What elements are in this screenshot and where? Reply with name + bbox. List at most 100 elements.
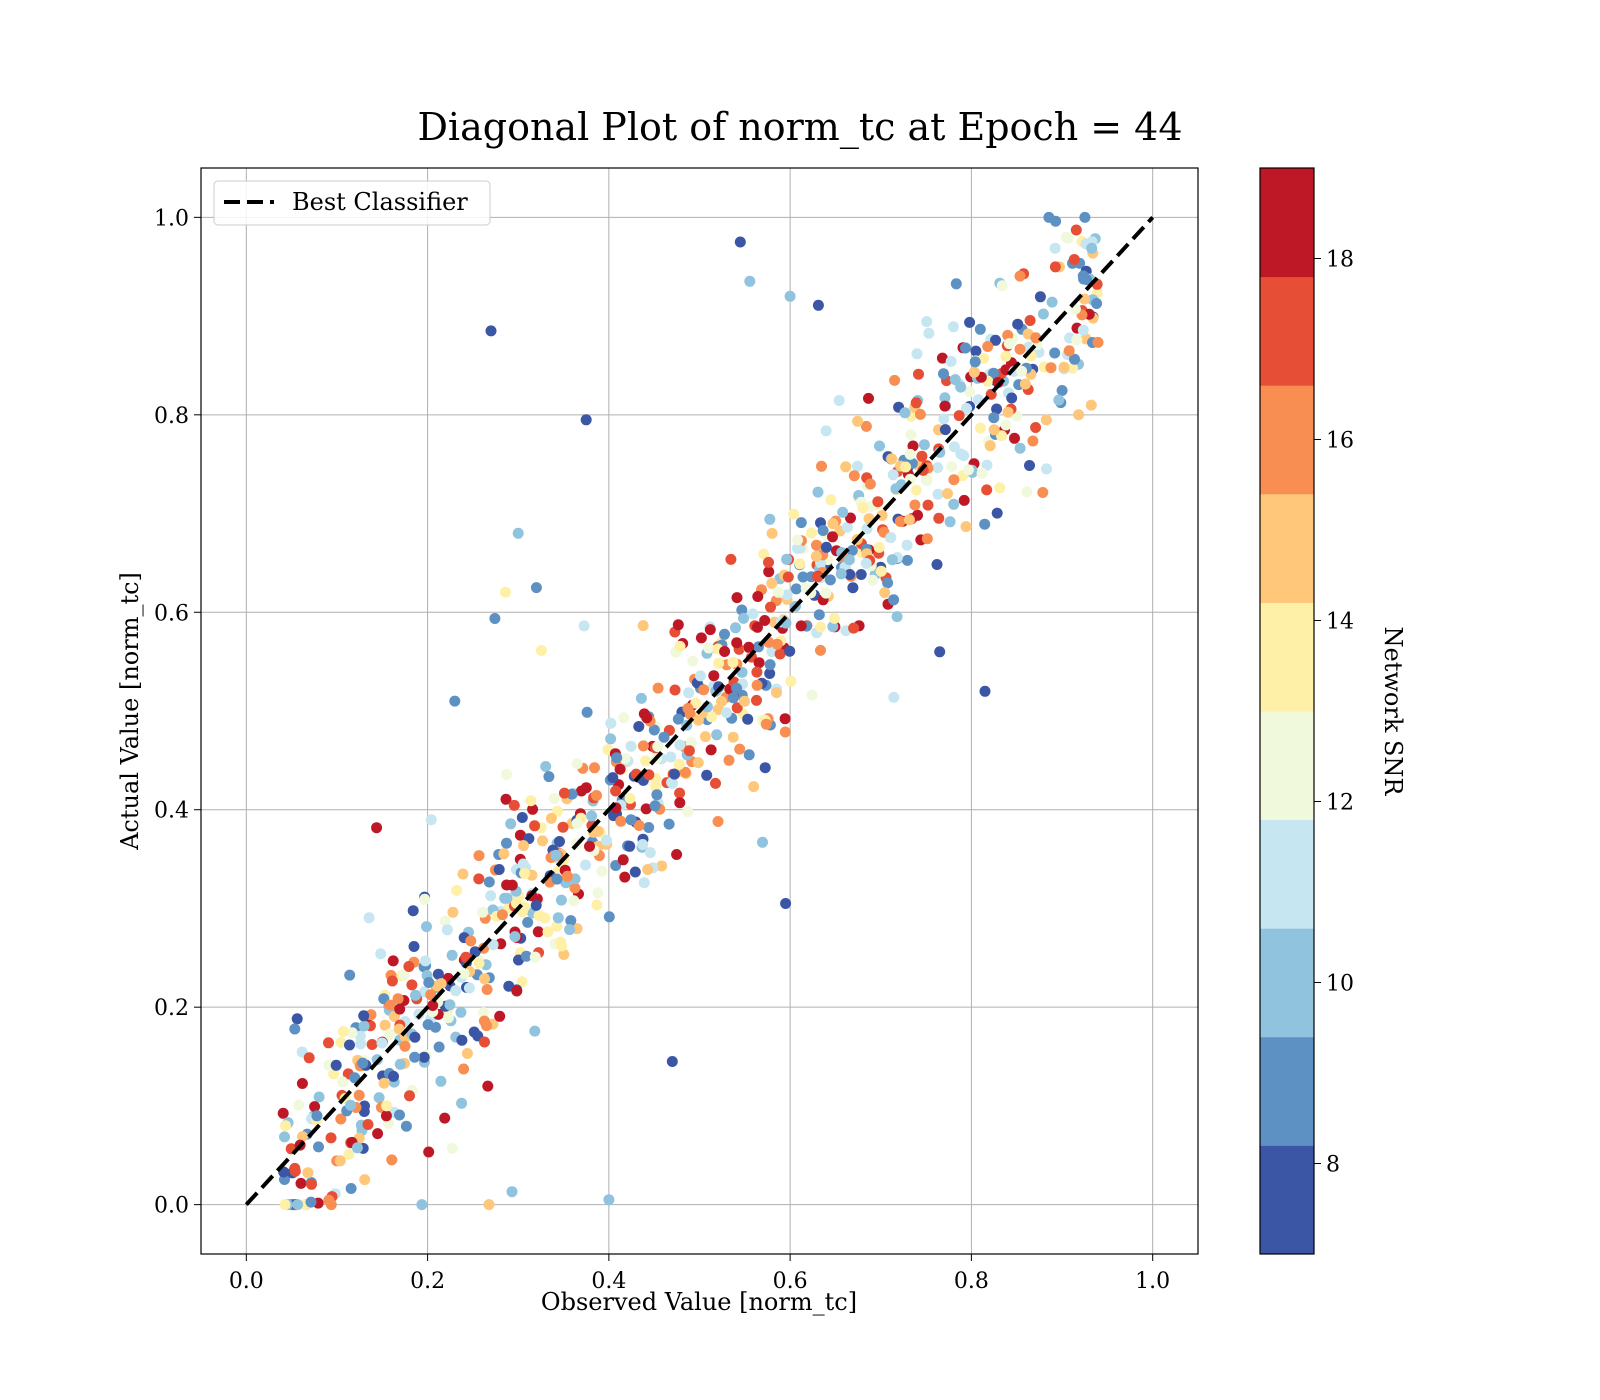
scatter-point	[939, 400, 951, 412]
y-tick-label: 0.8	[154, 404, 189, 429]
scatter-point	[1014, 343, 1026, 355]
scatter-point	[442, 1012, 454, 1024]
scatter-point	[353, 1089, 365, 1101]
scatter-point	[379, 1019, 391, 1031]
scatter-points	[277, 211, 1104, 1211]
scatter-point	[827, 518, 839, 530]
scatter-point	[487, 939, 499, 951]
scatter-point	[404, 1090, 415, 1102]
y-tick-label: 0.6	[154, 601, 189, 626]
scatter-point	[829, 612, 840, 624]
scatter-point	[938, 413, 950, 425]
scatter-point	[711, 729, 723, 741]
scatter-point	[864, 478, 876, 490]
scatter-point	[584, 840, 595, 852]
scatter-point	[446, 949, 458, 961]
scatter-point	[444, 999, 456, 1011]
scatter-point	[844, 569, 856, 580]
scatter-point	[498, 848, 510, 860]
scatter-point	[435, 1075, 447, 1087]
scatter-point	[827, 621, 839, 633]
scatter-point	[938, 368, 949, 380]
scatter-point	[400, 1120, 412, 1132]
scatter-point	[719, 628, 730, 640]
scatter-point	[514, 829, 526, 841]
scatter-point	[974, 422, 986, 434]
scatter-point	[406, 979, 418, 991]
scatter-point	[860, 420, 872, 432]
scatter-point	[399, 1040, 411, 1052]
scatter-point	[743, 749, 755, 761]
scatter-point	[410, 989, 421, 1001]
best-classifier-line	[244, 216, 1155, 1206]
scatter-point	[979, 518, 991, 530]
scatter-point	[673, 758, 685, 770]
scatter-point	[446, 1142, 458, 1154]
scatter-point	[441, 924, 453, 936]
scatter-point	[922, 499, 934, 511]
scatter-point	[817, 525, 829, 536]
scatter-point	[988, 424, 1000, 436]
scatter-point	[337, 1026, 349, 1037]
scatter-point	[961, 402, 972, 414]
scatter-point	[1024, 460, 1035, 471]
scatter-point	[624, 792, 636, 804]
scatter-point	[825, 494, 837, 506]
scatter-point	[635, 692, 647, 704]
scatter-point	[387, 955, 399, 967]
scatter-point	[652, 741, 664, 753]
scatter-point	[891, 611, 903, 623]
scatter-point	[496, 909, 508, 921]
scatter-point	[674, 739, 686, 751]
scatter-point	[537, 835, 548, 847]
scatter-point	[701, 769, 713, 781]
scatter-point	[679, 766, 691, 778]
scatter-point	[833, 395, 845, 406]
scatter-point	[520, 950, 532, 962]
scatter-point	[421, 921, 432, 933]
scatter-point	[751, 694, 762, 706]
scatter-point	[994, 482, 1006, 494]
scatter-point	[1021, 486, 1033, 498]
scatter-point	[289, 1023, 301, 1035]
scatter-point	[359, 1174, 371, 1186]
scatter-point	[911, 348, 923, 360]
scatter-point	[451, 885, 463, 896]
scatter-point	[398, 969, 410, 981]
scatter-point	[1030, 332, 1042, 344]
scatter-point	[820, 425, 832, 437]
scatter-point	[555, 894, 567, 906]
scatter-point	[912, 509, 923, 521]
scatter-point	[772, 586, 784, 598]
scatter-point	[1000, 419, 1012, 431]
scatter-point	[835, 568, 847, 580]
scatter-point	[477, 906, 489, 918]
scatter-point	[580, 782, 592, 794]
scatter-point	[923, 327, 935, 339]
scatter-point	[601, 834, 612, 846]
scatter-point	[682, 806, 694, 818]
scatter-point	[909, 499, 921, 511]
scatter-point	[905, 429, 917, 441]
scatter-point	[785, 675, 797, 687]
scatter-point	[903, 514, 915, 526]
scatter-point	[419, 955, 431, 967]
scatter-point	[403, 961, 415, 972]
scatter-point	[325, 1132, 337, 1144]
scatter-point	[580, 859, 591, 871]
scatter-point	[1050, 215, 1062, 227]
scatter-point	[323, 1194, 335, 1206]
scatter-point	[931, 559, 943, 570]
scatter-point	[543, 771, 555, 783]
y-axis-ticks: 0.0 0.2 0.4 0.6 0.8 1.0	[154, 206, 201, 1219]
scatter-point	[422, 1019, 434, 1031]
scatter-point	[1068, 254, 1080, 265]
scatter-point	[764, 668, 776, 679]
scatter-point	[483, 876, 495, 888]
colorbar-bins	[1260, 168, 1314, 1255]
scatter-point	[712, 816, 724, 827]
scatter-point	[1034, 291, 1046, 303]
scatter-point	[946, 461, 958, 473]
scatter-point	[988, 367, 1000, 379]
scatter-point	[794, 558, 806, 570]
